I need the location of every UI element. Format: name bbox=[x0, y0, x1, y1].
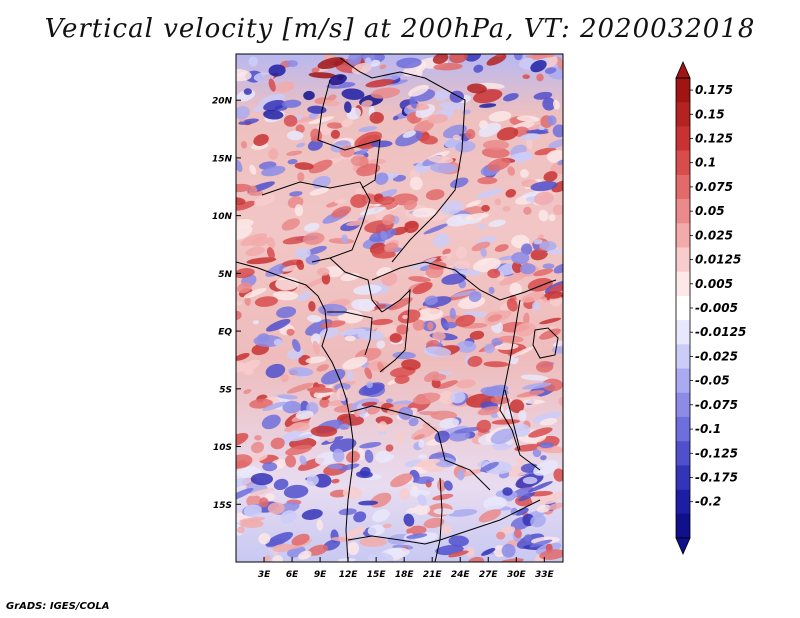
lat-tick-label: EQ bbox=[218, 328, 232, 338]
colorbar-swatch bbox=[676, 296, 690, 321]
field-cell bbox=[481, 205, 490, 212]
colorbar-swatch bbox=[676, 514, 690, 539]
colorbar-label: 0.05 bbox=[695, 204, 725, 218]
field-cell bbox=[418, 440, 424, 448]
lon-tick-label: 33E bbox=[535, 570, 555, 580]
colorbar-swatch bbox=[676, 272, 690, 297]
colorbar-label: 0.0125 bbox=[695, 253, 741, 267]
grads-credit: GrADS: IGES/COLA bbox=[6, 601, 109, 612]
lat-tick-label: 5S bbox=[219, 385, 232, 395]
lon-tick-label: 9E bbox=[314, 570, 327, 580]
lon-tick-label: 18E bbox=[395, 570, 415, 580]
colorbar-label: 0.125 bbox=[695, 132, 733, 146]
field-cell bbox=[311, 426, 338, 437]
colorbar-label: -0.1 bbox=[695, 422, 721, 436]
colorbar-swatch bbox=[676, 247, 690, 272]
lat-tick-label: 10N bbox=[212, 212, 233, 222]
lon-tick-label: 15E bbox=[367, 570, 387, 580]
colorbar-label: -0.05 bbox=[695, 374, 730, 388]
lon-tick-label: 12E bbox=[339, 570, 359, 580]
lon-tick-label: 24E bbox=[451, 570, 471, 580]
lon-tick-label: 27E bbox=[479, 570, 499, 580]
lat-tick-label: 15N bbox=[212, 154, 233, 164]
colorbar-label: -0.025 bbox=[695, 349, 738, 363]
colorbar: 0.175 0.15 0.125 0.1 0.075 0.05 0.025 0.0125 0.0… bbox=[676, 62, 746, 554]
colorbar-label: 0.175 bbox=[695, 83, 733, 97]
colorbar-swatch bbox=[676, 490, 690, 515]
colorbar-label: -0.175 bbox=[695, 471, 738, 485]
lon-tick-label: 6E bbox=[286, 570, 299, 580]
colorbar-swatch bbox=[676, 151, 690, 176]
colorbar-min-arrow bbox=[676, 538, 690, 554]
field-cell bbox=[317, 268, 330, 276]
colorbar-label: -0.075 bbox=[695, 398, 738, 412]
colorbar-swatch bbox=[676, 344, 690, 369]
colorbar-swatch bbox=[676, 320, 690, 345]
lat-tick-label: 5N bbox=[218, 270, 232, 280]
field-cell bbox=[511, 252, 529, 264]
colorbar-swatch bbox=[676, 199, 690, 224]
colorbar-swatch bbox=[676, 393, 690, 418]
colorbar-max-arrow bbox=[676, 62, 690, 78]
colorbar-label: -0.0125 bbox=[695, 325, 746, 339]
field-cell bbox=[456, 341, 476, 353]
colorbar-swatch bbox=[676, 417, 690, 442]
field-cell bbox=[523, 400, 545, 404]
colorbar-swatch bbox=[676, 223, 690, 248]
colorbar-label: -0.125 bbox=[695, 446, 738, 460]
field-cell bbox=[547, 150, 568, 163]
map-figure: 20N 15N 10N 5N EQ 5S 10S 15S 3E 6E 9E 12E 15E 18E 21E… bbox=[0, 0, 800, 618]
colorbar-swatch bbox=[676, 102, 690, 127]
colorbar-label: -0.2 bbox=[695, 495, 721, 509]
lat-tick-label: 15S bbox=[213, 501, 232, 511]
lat-tick-label: 20N bbox=[212, 97, 233, 107]
lon-tick-label: 21E bbox=[423, 570, 443, 580]
field-cell bbox=[240, 520, 264, 528]
lon-tick-label: 30E bbox=[507, 570, 527, 580]
lon-tick-label: 3E bbox=[258, 570, 271, 580]
colorbar-swatch bbox=[676, 465, 690, 490]
colorbar-label: 0.15 bbox=[695, 107, 725, 121]
colorbar-label: -0.005 bbox=[695, 301, 738, 315]
colorbar-swatch bbox=[676, 78, 690, 103]
field-cell bbox=[419, 411, 439, 415]
colorbar-label: 0.075 bbox=[695, 180, 733, 194]
field-cell bbox=[251, 473, 273, 485]
colorbar-swatch bbox=[676, 175, 690, 200]
lat-tick-label: 10S bbox=[213, 443, 232, 453]
colorbar-swatch bbox=[676, 126, 690, 151]
field-cell bbox=[359, 537, 387, 547]
colorbar-swatch bbox=[676, 369, 690, 394]
field-shading bbox=[222, 45, 576, 568]
field-cell bbox=[351, 155, 369, 166]
colorbar-label: 0.1 bbox=[695, 156, 716, 170]
colorbar-label: 0.025 bbox=[695, 228, 733, 242]
colorbar-label: 0.005 bbox=[695, 277, 733, 291]
field-cell bbox=[483, 140, 509, 150]
colorbar-swatch bbox=[676, 441, 690, 466]
